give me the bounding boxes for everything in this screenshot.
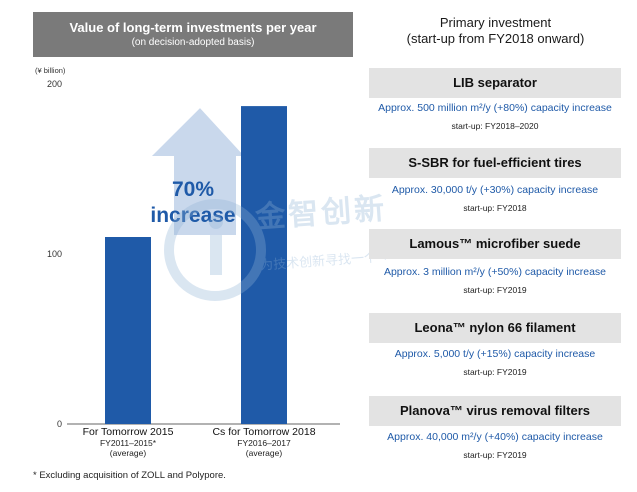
bar-1 <box>105 237 151 424</box>
y-tick-label: 100 <box>47 249 62 259</box>
investment-capacity: Approx. 500 million m²/y (+80%) capacity… <box>378 102 612 114</box>
annotation-percent: 70% <box>172 178 214 201</box>
category-label: For Tomorrow 2015 <box>83 426 174 438</box>
primary-title-line1: Primary investment <box>439 15 552 30</box>
investment-header-planova: Planova™ virus removal filters <box>369 396 621 426</box>
investment-capacity: Approx. 30,000 t/y (+30%) capacity incre… <box>391 184 599 196</box>
investment-capacity: Approx. 40,000 m²/y (+40%) capacity incr… <box>387 431 603 443</box>
chart-title: Value of long-term investments per year <box>69 20 317 35</box>
bar-2 <box>241 106 287 424</box>
category-period: FY2016–2017 <box>237 438 291 448</box>
category-period: FY2011–2015* <box>100 438 157 448</box>
investment-startup: start-up: FY2019 <box>463 367 527 377</box>
investment-startup: start-up: FY2019 <box>463 285 527 295</box>
primary-title-line2: (start-up from FY2018 onward) <box>406 31 585 46</box>
footnote: * Excluding acquisition of ZOLL and Poly… <box>33 470 226 481</box>
y-axis-unit-label: (¥ billion) <box>35 66 66 75</box>
investment-header-leona: Leona™ nylon 66 filament <box>369 313 621 343</box>
increase-arrow-icon <box>152 108 244 235</box>
investment-header-s-sbr: S-SBR for fuel-efficient tires <box>369 148 621 178</box>
annotation-increase: increase <box>150 204 235 227</box>
chart-header: Value of long-term investments per year … <box>33 12 353 57</box>
investment-header-lamous: Lamous™ microfiber suede <box>369 229 621 259</box>
investment-startup: start-up: FY2018 <box>463 203 527 213</box>
y-tick-label: 200 <box>47 79 62 89</box>
category-note: (average) <box>246 448 283 458</box>
investment-capacity: Approx. 5,000 t/y (+15%) capacity increa… <box>394 348 596 360</box>
investment-startup: start-up: FY2019 <box>463 450 527 460</box>
investment-header-lib-separator: LIB separator <box>369 68 621 98</box>
category-note: (average) <box>110 448 147 458</box>
y-tick-label: 0 <box>57 419 62 429</box>
category-label: Cs for Tomorrow 2018 <box>212 426 315 438</box>
chart-subtitle: (on decision-adopted basis) <box>131 37 255 48</box>
investment-startup: start-up: FY2018–2020 <box>451 121 539 131</box>
primary-investment-title: Primary investment (start-up from FY2018… <box>368 15 623 47</box>
investment-capacity: Approx. 3 million m²/y (+50%) capacity i… <box>383 266 607 278</box>
